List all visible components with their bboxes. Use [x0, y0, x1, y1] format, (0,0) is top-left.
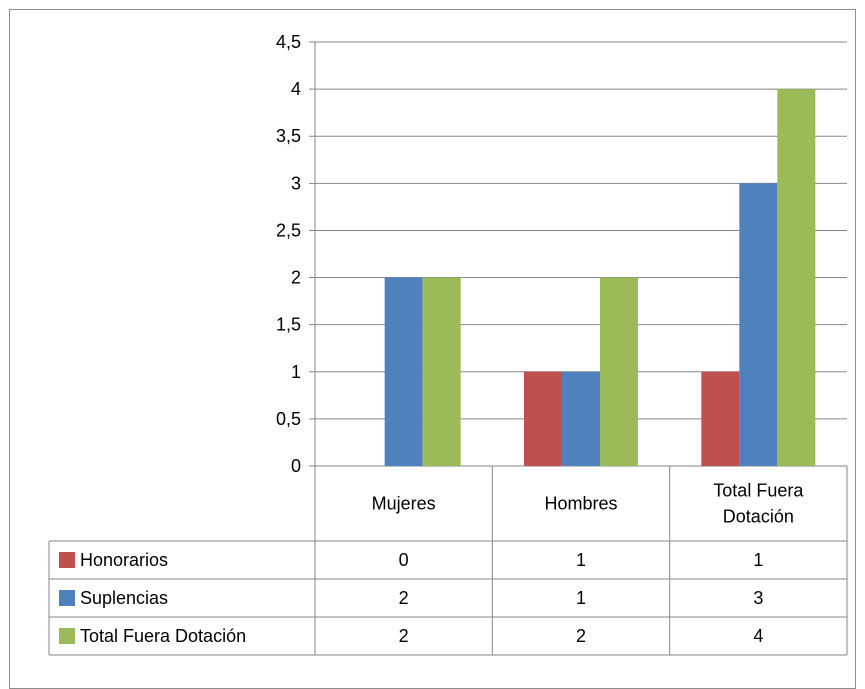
table-cell-value: 2	[399, 626, 409, 646]
bars	[384, 89, 816, 467]
data-table: Mujeres Hombres Total Fuera Dotación Honorar…	[48, 466, 848, 656]
bar	[422, 277, 461, 466]
table-cell-value: 2	[576, 626, 586, 646]
table-cell-value: 1	[753, 550, 763, 570]
table-cell-value: 1	[576, 588, 586, 608]
y-tick-label: 4,5	[276, 32, 301, 52]
category-label: Hombres	[544, 494, 617, 514]
y-tick-label: 0,5	[276, 409, 301, 429]
bar	[701, 371, 740, 466]
y-tick-label: 1,5	[276, 315, 301, 335]
legend-label: Honorarios	[80, 550, 168, 570]
legend-key	[59, 552, 75, 568]
category-label: Dotación	[723, 507, 794, 527]
y-tick-label: 0	[291, 456, 301, 476]
y-tick-label: 1	[291, 362, 301, 382]
category-label: Total Fuera	[713, 481, 804, 501]
bar	[739, 183, 778, 467]
bar	[384, 277, 423, 466]
y-tick-label: 2,5	[276, 220, 301, 240]
y-tick-label: 2	[291, 268, 301, 288]
bar	[524, 371, 562, 466]
legend-key	[59, 590, 75, 606]
table-cell-value: 3	[753, 588, 763, 608]
legend-label: Suplencias	[80, 588, 168, 608]
y-tick-label: 4	[291, 79, 301, 99]
y-axis-ticks: 0 0,5 1 1,5 2 2,5 3 3,5 4 4,5	[276, 32, 301, 476]
y-tick-label: 3,5	[276, 126, 301, 146]
legend-key	[59, 628, 75, 644]
y-tick-label: 3	[291, 173, 301, 193]
bar	[562, 371, 600, 466]
bar	[600, 277, 638, 466]
table-cell-value: 0	[399, 550, 409, 570]
table-cell-value: 2	[399, 588, 409, 608]
legend-label: Total Fuera Dotación	[80, 626, 246, 646]
bar	[777, 89, 816, 466]
table-cell-value: 4	[753, 626, 763, 646]
bar-chart: 0 0,5 1 1,5 2 2,5 3 3,5 4 4,5 Mujeres Hombres Total…	[48, 32, 848, 656]
category-label: Mujeres	[372, 494, 436, 514]
table-cell-value: 1	[576, 550, 586, 570]
